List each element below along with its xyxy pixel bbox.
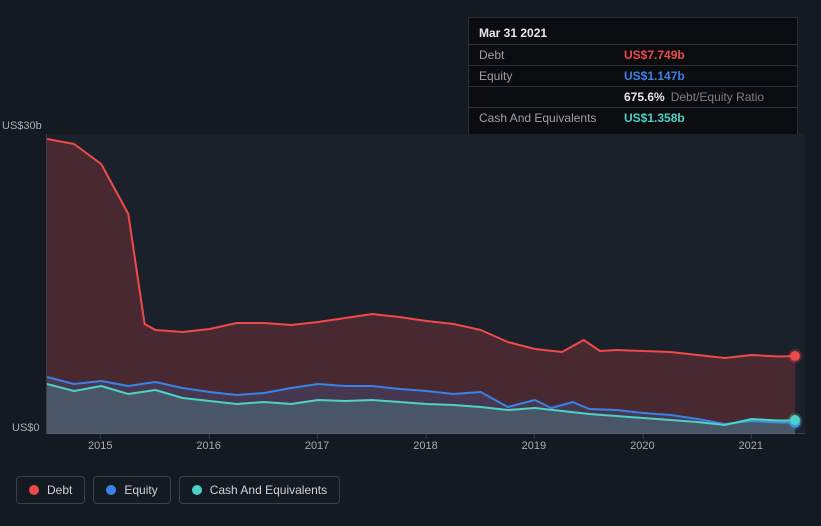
tooltip-row-value: US$1.147b <box>624 69 685 83</box>
x-axis-tick: 2017 <box>305 440 329 452</box>
tooltip-row-value: 675.6% <box>624 90 665 104</box>
chart-svg <box>47 134 806 434</box>
tooltip-row-label: Debt <box>479 48 624 62</box>
x-axis-tick: 2015 <box>88 440 112 452</box>
x-axis-tick: 2021 <box>739 440 763 452</box>
tooltip-row-value: US$1.358b <box>624 111 685 125</box>
x-axis-ticks: 2015 2016 2017 2018 2019 2020 2021 <box>46 440 805 456</box>
tooltip-row: Cash And EquivalentsUS$1.358b <box>469 107 797 128</box>
tooltip-row-extra: Debt/Equity Ratio <box>671 90 764 104</box>
y-axis-label-min: US$0 <box>12 422 40 434</box>
legend-item[interactable]: Cash And Equivalents <box>179 476 340 504</box>
legend-swatch <box>192 485 202 495</box>
legend-swatch <box>106 485 116 495</box>
tooltip-date: Mar 31 2021 <box>469 24 797 44</box>
tooltip-rows: DebtUS$7.749bEquityUS$1.147b675.6%Debt/E… <box>469 44 797 128</box>
tooltip-row-label: Cash And Equivalents <box>479 111 624 125</box>
x-axis-tick: 2019 <box>522 440 546 452</box>
legend-item[interactable]: Equity <box>93 476 170 504</box>
series-end-dot <box>790 415 800 425</box>
x-axis-tick: 2020 <box>630 440 654 452</box>
tooltip-row: EquityUS$1.147b <box>469 65 797 86</box>
tooltip-row-label: Equity <box>479 69 624 83</box>
legend-label: Debt <box>47 483 72 497</box>
legend-item[interactable]: Debt <box>16 476 85 504</box>
legend-swatch <box>29 485 39 495</box>
legend: Debt Equity Cash And Equivalents <box>16 476 340 504</box>
x-axis-tick: 2018 <box>413 440 437 452</box>
legend-label: Cash And Equivalents <box>210 483 327 497</box>
tooltip-row: DebtUS$7.749b <box>469 44 797 65</box>
x-axis-tick: 2016 <box>196 440 220 452</box>
chart-plot-area[interactable] <box>46 134 805 434</box>
tooltip-row: 675.6% Debt/Equity Ratio <box>469 86 797 107</box>
tooltip-row-value: US$7.749b <box>624 48 685 62</box>
tooltip-panel: Mar 31 2021 DebtUS$7.749bEquityUS$1.147b… <box>468 17 798 135</box>
legend-label: Equity <box>124 483 157 497</box>
series-end-dot <box>790 351 800 361</box>
y-axis-label-max: US$30b <box>2 120 42 132</box>
